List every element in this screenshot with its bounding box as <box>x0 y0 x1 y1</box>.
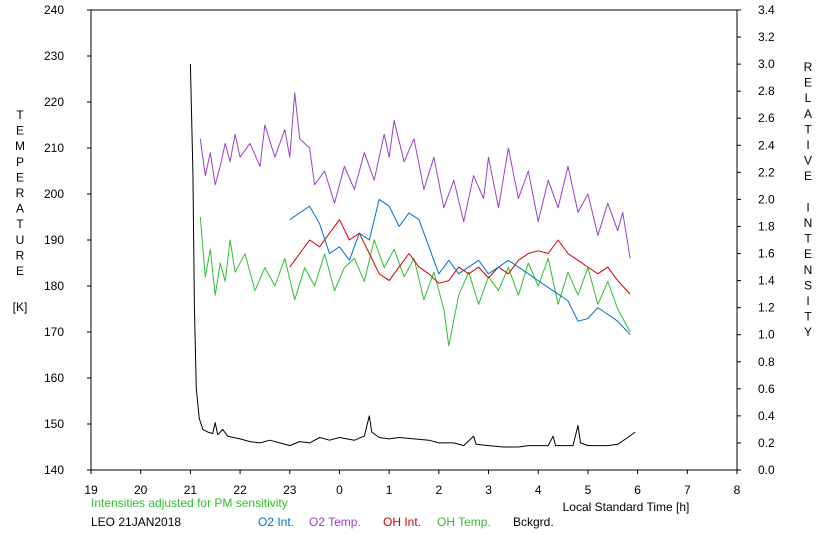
x-tick-label: 2 <box>436 483 443 497</box>
left-axis-letter: R <box>16 248 25 262</box>
left-tick-label: 170 <box>44 325 64 339</box>
series-line-oh-int <box>289 219 631 295</box>
right-tick-label: 0.4 <box>758 409 775 423</box>
right-tick-label: 0.0 <box>758 463 775 477</box>
right-axis-letter: I <box>806 138 809 152</box>
series-line-oh-temp <box>199 216 631 347</box>
left-axis-letter: P <box>16 155 24 169</box>
x-axis-label: Local Standard Time [h] <box>563 500 690 514</box>
right-tick-label: 2.6 <box>758 111 775 125</box>
right-axis-letter: N <box>804 216 813 230</box>
legend-entry: O2 Int. <box>258 515 294 529</box>
left-axis-ticks: 140 150 160 170 180 190 200 210 220 230 240 <box>44 3 91 477</box>
left-axis-letter: E <box>16 124 24 138</box>
legend-entry: OH Temp. <box>437 515 491 529</box>
x-tick-label: 4 <box>535 483 542 497</box>
left-tick-label: 160 <box>44 371 64 385</box>
legend-entry: OH Int. <box>383 515 421 529</box>
right-axis-letter: I <box>806 200 809 214</box>
left-axis-letter: E <box>16 264 24 278</box>
x-tick-label: 6 <box>634 483 641 497</box>
series-line-bckgrd <box>189 64 636 448</box>
left-tick-label: 210 <box>44 141 64 155</box>
right-axis-letter: R <box>804 60 813 74</box>
x-tick-label: 5 <box>585 483 592 497</box>
left-axis-letter: U <box>16 233 25 247</box>
left-tick-label: 230 <box>44 49 64 63</box>
right-tick-label: 1.2 <box>758 301 775 315</box>
left-axis-letter: T <box>16 217 24 231</box>
right-tick-label: 3.0 <box>758 57 775 71</box>
left-tick-label: 240 <box>44 3 64 17</box>
right-tick-label: 1.8 <box>758 219 775 233</box>
x-tick-label: 1 <box>386 483 393 497</box>
right-axis-letter: E <box>804 247 812 261</box>
right-axis-letter: T <box>804 122 812 136</box>
series-line-o2-int <box>289 198 631 336</box>
x-tick-label: 22 <box>233 483 247 497</box>
right-axis-letter: N <box>804 263 813 277</box>
right-tick-label: 2.2 <box>758 165 775 179</box>
right-tick-label: 3.2 <box>758 30 775 44</box>
left-tick-label: 180 <box>44 279 64 293</box>
right-tick-label: 1.0 <box>758 328 775 342</box>
station-date: LEO 21JAN2018 <box>91 515 181 529</box>
left-axis-letter: R <box>16 186 25 200</box>
x-tick-label: 3 <box>485 483 492 497</box>
sensitivity-note: Intensities adjusted for PM sensitivity <box>91 496 288 510</box>
plot-frame <box>90 9 738 471</box>
right-tick-label: 2.4 <box>758 138 775 152</box>
right-axis-letter: L <box>805 91 812 105</box>
left-tick-label: 150 <box>44 417 64 431</box>
left-axis-unit: [K] <box>13 300 28 314</box>
legend-entry: Bckgrd. <box>513 515 554 529</box>
right-tick-label: 1.6 <box>758 247 775 261</box>
left-tick-label: 140 <box>44 463 64 477</box>
right-tick-label: 2.0 <box>758 192 775 206</box>
left-axis-letter: E <box>16 170 24 184</box>
right-axis-letter: T <box>804 232 812 246</box>
series-line-o2-temp <box>199 92 631 259</box>
right-tick-label: 3.4 <box>758 3 775 17</box>
x-tick-label: 0 <box>336 483 343 497</box>
left-axis-letter: T <box>16 108 24 122</box>
right-axis-letter: V <box>804 154 812 168</box>
right-axis-letter: Y <box>804 325 812 339</box>
x-axis-ticks: 19 20 21 22 23 0 1 2 3 4 5 6 7 8 <box>84 470 741 497</box>
legend: O2 Int. O2 Temp. OH Int. OH Temp. Bckgrd. <box>258 515 554 529</box>
right-tick-label: 0.6 <box>758 382 775 396</box>
x-tick-label: 19 <box>84 483 98 497</box>
right-tick-label: 2.8 <box>758 84 775 98</box>
left-axis-letter: M <box>15 139 25 153</box>
left-tick-label: 220 <box>44 95 64 109</box>
right-axis-letter: I <box>806 294 809 308</box>
x-tick-label: 21 <box>184 483 198 497</box>
x-tick-label: 7 <box>684 483 691 497</box>
x-tick-label: 8 <box>734 483 741 497</box>
right-tick-label: 1.4 <box>758 274 775 288</box>
right-axis-letter: S <box>804 278 812 292</box>
right-axis-letter: T <box>804 310 812 324</box>
legend-entry: O2 Temp. <box>309 515 361 529</box>
x-tick-label: 23 <box>283 483 297 497</box>
right-tick-label: 0.8 <box>758 355 775 369</box>
right-axis-ticks: 0.0 0.2 0.4 0.6 0.8 1.0 1.2 1.4 1.6 1.8 2.0 2.2 2.4 2… <box>737 3 775 477</box>
series-layer <box>189 64 636 448</box>
left-axis-letter: A <box>16 202 24 216</box>
right-axis-letter: E <box>804 76 812 90</box>
right-axis-letter: A <box>804 107 812 121</box>
left-tick-label: 190 <box>44 233 64 247</box>
right-axis-letter: E <box>804 169 812 183</box>
x-tick-label: 20 <box>134 483 148 497</box>
left-tick-label: 200 <box>44 187 64 201</box>
right-tick-label: 0.2 <box>758 436 775 450</box>
